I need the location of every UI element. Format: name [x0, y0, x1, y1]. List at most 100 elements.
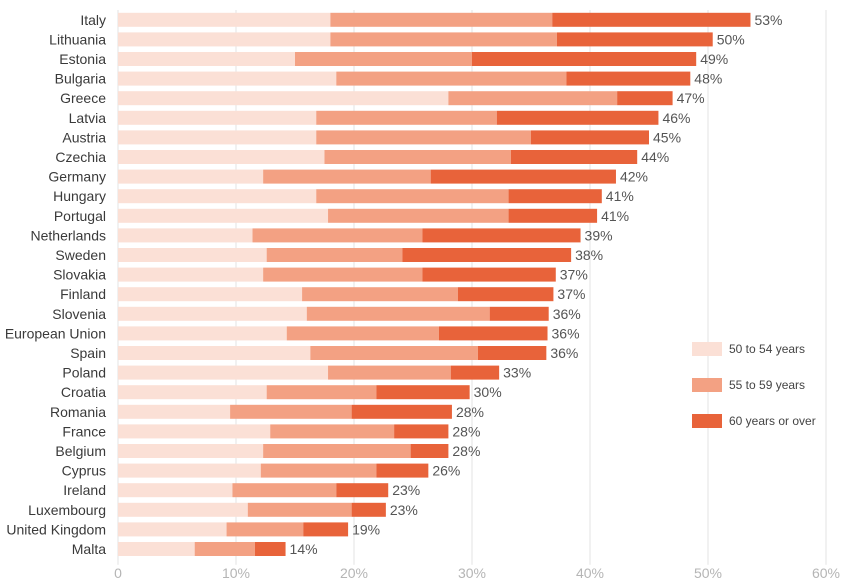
bar-slovakia-55-to-59-years [263, 267, 423, 282]
legend-swatch-50-to-54-years [692, 342, 722, 356]
category-label-portugal: Portugal [54, 208, 106, 224]
bar-estonia-60-years-or-over [472, 52, 697, 66]
bar-latvia-55-to-59-years [316, 110, 497, 125]
bar-lithuania-50-to-54-years [118, 32, 331, 47]
bar-slovenia-60-years-or-over [489, 306, 549, 321]
category-label-cyprus: Cyprus [62, 463, 106, 479]
bar-czechia-55-to-59-years [324, 150, 511, 164]
bar-ireland-60-years-or-over [336, 483, 389, 498]
bar-estonia-55-to-59-years [295, 52, 472, 66]
bar-hungary-55-to-59-years [316, 189, 509, 204]
bar-croatia-55-to-59-years [266, 385, 377, 400]
x-tick-label: 60% [812, 565, 840, 581]
category-label-croatia: Croatia [61, 384, 106, 400]
bar-cyprus-60-years-or-over [376, 463, 429, 478]
category-label-finland: Finland [60, 286, 106, 302]
legend-swatch-55-to-59-years [692, 378, 722, 392]
category-label-latvia: Latvia [69, 110, 107, 126]
total-label-sweden: 38% [575, 247, 603, 263]
total-label-slovenia: 36% [553, 306, 581, 322]
category-label-sweden: Sweden [55, 247, 106, 263]
bar-czechia-50-to-54-years [118, 150, 325, 164]
x-tick-label: 50% [694, 565, 722, 581]
bar-germany-50-to-54-years [118, 169, 264, 184]
total-label-ireland: 23% [392, 482, 420, 498]
bar-latvia-50-to-54-years [118, 110, 317, 125]
bars [118, 12, 751, 556]
category-label-european-union: European Union [5, 325, 106, 341]
bar-croatia-50-to-54-years [118, 385, 267, 400]
bar-romania-60-years-or-over [351, 404, 452, 419]
category-label-estonia: Estonia [59, 51, 106, 67]
category-label-greece: Greece [60, 90, 106, 106]
bar-portugal-50-to-54-years [118, 208, 329, 223]
bar-hungary-60-years-or-over [508, 189, 602, 204]
bar-malta-50-to-54-years [118, 542, 195, 556]
category-label-poland: Poland [62, 365, 106, 381]
legend-label-50-to-54-years: 50 to 54 years [729, 342, 805, 356]
bar-austria-50-to-54-years [118, 130, 317, 145]
total-label-latvia: 46% [662, 110, 690, 126]
bar-malta-55-to-59-years [194, 542, 255, 556]
bar-lithuania-55-to-59-years [330, 32, 557, 47]
total-label-european-union: 36% [552, 325, 580, 341]
category-label-luxembourg: Luxembourg [28, 502, 106, 518]
total-label-united-kingdom: 19% [352, 521, 380, 537]
bar-sweden-60-years-or-over [402, 248, 572, 262]
legend: 50 to 54 years 55 to 59 years 60 years or … [692, 342, 816, 428]
bar-luxembourg-55-to-59-years [247, 502, 352, 517]
category-label-slovakia: Slovakia [53, 267, 106, 283]
bar-france-55-to-59-years [270, 424, 395, 439]
bar-cyprus-50-to-54-years [118, 463, 261, 478]
bar-finland-55-to-59-years [302, 287, 458, 302]
category-label-spain: Spain [70, 345, 106, 361]
bar-slovenia-50-to-54-years [118, 306, 307, 321]
bar-portugal-55-to-59-years [328, 208, 509, 223]
total-label-finland: 37% [557, 286, 585, 302]
bar-ireland-50-to-54-years [118, 483, 233, 498]
x-tick-label: 30% [458, 565, 486, 581]
category-label-czechia: Czechia [55, 149, 106, 165]
total-label-greece: 47% [677, 90, 705, 106]
bar-slovakia-60-years-or-over [422, 267, 556, 282]
bar-portugal-60-years-or-over [508, 208, 598, 223]
bar-france-60-years-or-over [394, 424, 449, 439]
bar-lithuania-60-years-or-over [556, 32, 713, 47]
total-label-portugal: 41% [601, 208, 629, 224]
bar-romania-55-to-59-years [230, 404, 352, 419]
bar-belgium-50-to-54-years [118, 444, 264, 458]
total-label-estonia: 49% [700, 51, 728, 67]
bar-estonia-50-to-54-years [118, 52, 295, 66]
total-label-malta: 14% [290, 541, 318, 557]
bar-italy-60-years-or-over [552, 12, 751, 27]
category-label-belgium: Belgium [55, 443, 106, 459]
category-label-france: France [62, 423, 106, 439]
bar-poland-55-to-59-years [328, 365, 451, 380]
bar-germany-55-to-59-years [263, 169, 431, 184]
bar-austria-55-to-59-years [316, 130, 531, 145]
x-tick-label: 20% [340, 565, 368, 581]
bar-bulgaria-60-years-or-over [566, 71, 691, 86]
total-label-belgium: 28% [452, 443, 480, 459]
category-label-austria: Austria [62, 129, 106, 145]
bar-finland-60-years-or-over [457, 287, 554, 302]
bar-united-kingdom-55-to-59-years [226, 522, 304, 537]
bar-slovakia-50-to-54-years [118, 267, 264, 282]
x-axis-ticks: 0 10% 20% 30% 40% 50% 60% [114, 565, 840, 581]
total-labels: 53% 50% 49% 48% 47% 46% 45% 44% 42% 41% 41% 39% 38% 3… [290, 12, 783, 557]
total-label-france: 28% [452, 423, 480, 439]
bar-france-50-to-54-years [118, 424, 271, 439]
x-tick-label: 40% [576, 565, 604, 581]
total-label-romania: 28% [456, 404, 484, 420]
category-label-united-kingdom: United Kingdom [6, 521, 106, 537]
total-label-croatia: 30% [474, 384, 502, 400]
total-label-czechia: 44% [641, 149, 669, 165]
bar-malta-60-years-or-over [254, 542, 286, 556]
bar-cyprus-55-to-59-years [260, 463, 377, 478]
category-labels: Italy Lithuania Estonia Bulgaria Greece Latvi… [5, 12, 106, 557]
bar-united-kingdom-50-to-54-years [118, 522, 227, 537]
bar-belgium-55-to-59-years [263, 444, 411, 458]
bar-bulgaria-55-to-59-years [336, 71, 567, 86]
total-label-luxembourg: 23% [390, 502, 418, 518]
bar-finland-50-to-54-years [118, 287, 303, 302]
